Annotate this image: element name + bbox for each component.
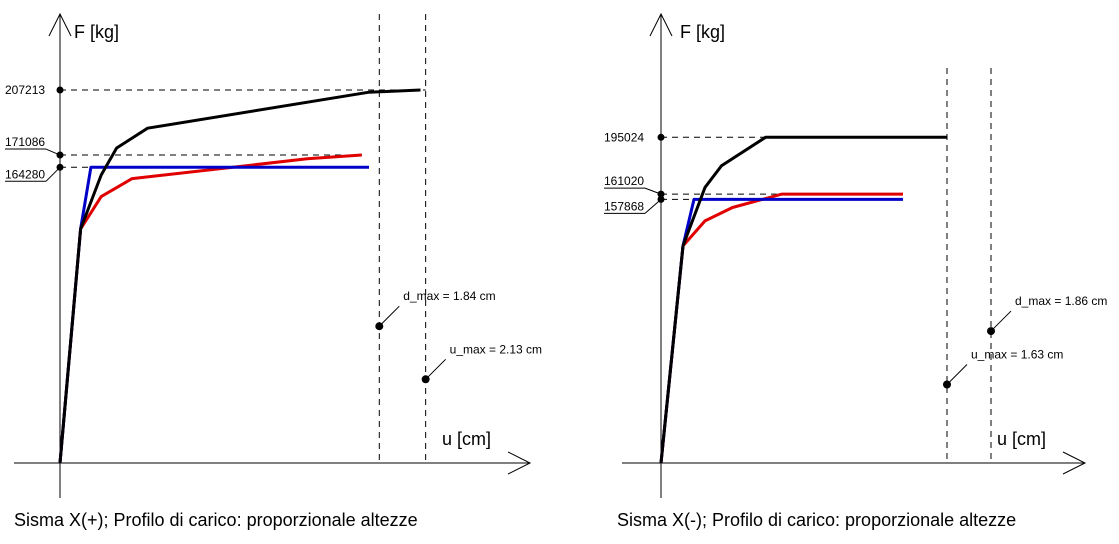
annotation-label-1: u_max = 2.13 cm — [450, 342, 542, 356]
dynamic-marks: 207213 171086 164280 d_max = 1.84 cm u_max =… — [5, 14, 542, 464]
y-tick-label: 164280 — [5, 167, 45, 181]
y-axis-label: F [kg] — [74, 22, 119, 42]
y-tick-label: 195024 — [604, 130, 644, 144]
series-line-0 — [58, 88, 421, 464]
dynamic-marks: 195024 161020 157868 d_max = 1.86 cm u_max =… — [604, 68, 1107, 464]
y-axis-arrow — [48, 12, 72, 37]
x-axis-arrow — [507, 451, 532, 475]
series-line-0 — [659, 135, 947, 464]
series-line-1 — [58, 165, 369, 464]
annotation-leader-1 — [425, 358, 447, 380]
y-tick-label: 157868 — [604, 199, 644, 213]
series-line-2 — [659, 192, 903, 464]
ref-dot-0 — [657, 133, 665, 141]
ref-dot-0 — [56, 86, 64, 94]
annotation-leader-1 — [946, 364, 968, 385]
annotation-leader-0 — [378, 305, 400, 327]
x-axis-label: u [cm] — [442, 429, 491, 449]
y-axis-label: F [kg] — [680, 22, 725, 42]
x-axis-arrow — [1062, 451, 1087, 475]
chart-panel-minus: F [kg] u [cm] 195024 161020 157868 d_max = … — [604, 12, 1107, 530]
y-tick-label: 161020 — [604, 174, 644, 188]
annotation-label-0: d_max = 1.86 cm — [1015, 294, 1107, 308]
series-line-2 — [58, 153, 362, 464]
tick-leader — [644, 198, 662, 214]
chart-caption: Sisma X(+); Profilo di carico: proporzio… — [14, 510, 418, 530]
series-line-1 — [659, 197, 903, 464]
y-axis-arrow — [649, 12, 673, 37]
annotation-label-0: d_max = 1.84 cm — [403, 289, 495, 303]
chart-caption: Sisma X(-); Profilo di carico: proporzio… — [617, 510, 1016, 530]
tick-leader — [45, 166, 61, 182]
chart-panel-plus: F [kg] u [cm] 207213 171086 164280 d_max = … — [5, 12, 542, 530]
annotation-label-1: u_max = 1.63 cm — [971, 348, 1063, 362]
y-tick-label: 207213 — [5, 83, 45, 97]
y-tick-label: 171086 — [5, 135, 45, 149]
x-axis-label: u [cm] — [997, 429, 1046, 449]
tick-leader — [644, 187, 662, 195]
annotation-leader-0 — [990, 310, 1012, 332]
tick-leader — [45, 148, 61, 156]
